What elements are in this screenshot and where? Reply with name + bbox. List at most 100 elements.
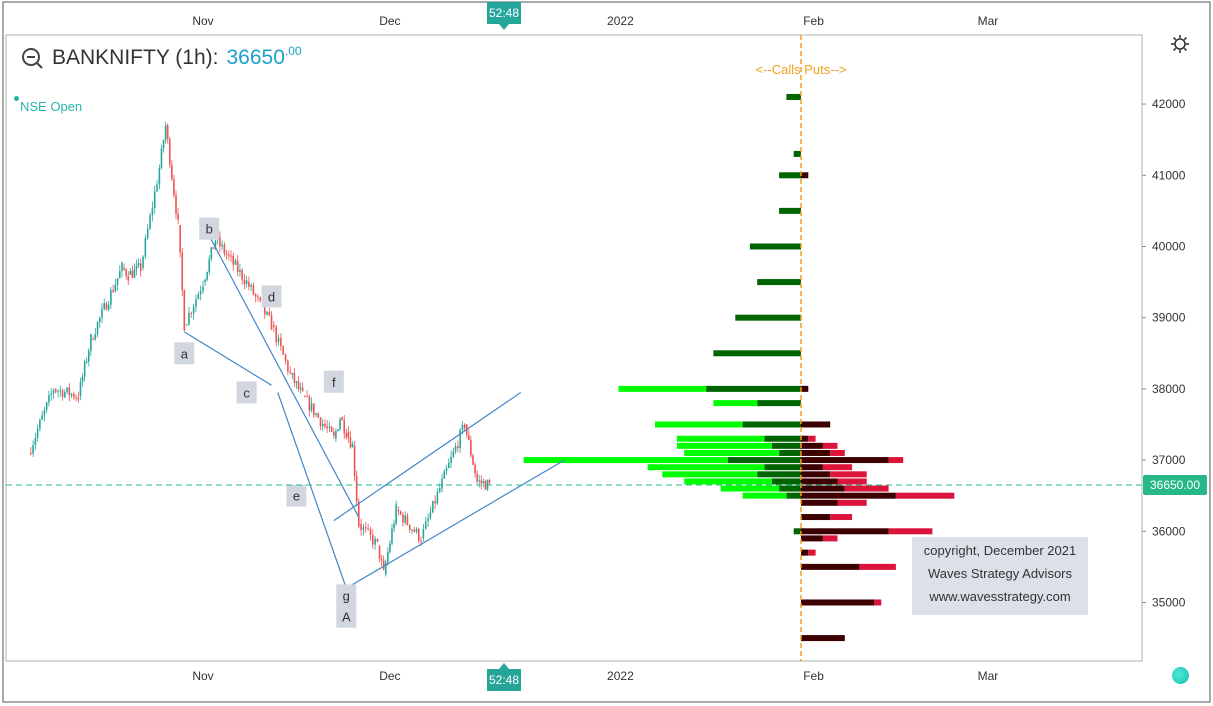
candle-body: [195, 299, 197, 307]
candle-body: [236, 260, 239, 272]
candle-body: [243, 279, 246, 285]
puts-bar-light: [808, 549, 816, 556]
x-tick-label-top: Dec: [379, 14, 400, 28]
candle-body: [362, 527, 365, 530]
candle-body: [360, 524, 362, 530]
wave-trendline: [183, 331, 272, 386]
puts-bar-dark: [801, 421, 831, 428]
candle-body: [326, 426, 328, 429]
x-tick-label-bottom: Nov: [192, 669, 213, 683]
candle-body: [448, 462, 450, 469]
puts-bar-light: [888, 457, 904, 464]
candle-body: [48, 395, 50, 403]
x-tick-label-bottom: Feb: [803, 669, 824, 683]
candle-body: [34, 437, 37, 446]
wave-label-box: [323, 370, 344, 393]
candle-body: [273, 324, 275, 328]
candle-body: [166, 125, 169, 139]
candle-body: [116, 278, 119, 285]
puts-bar-light: [859, 563, 896, 570]
y-tick-label: 41000: [1152, 168, 1186, 182]
search-icon[interactable]: [20, 46, 44, 70]
puts-bar-dark: [801, 449, 831, 456]
candle-body: [188, 312, 190, 325]
puts-bar-dark: [801, 464, 823, 471]
puts-bar-dark: [801, 471, 831, 478]
candle-body: [306, 396, 308, 398]
wave-label-text: c: [243, 385, 250, 400]
candle-body: [179, 225, 181, 253]
wave-label-text: b: [206, 222, 213, 237]
candle-body: [391, 528, 393, 544]
candle-body: [478, 480, 480, 482]
candle-body: [96, 322, 99, 335]
candle-body: [364, 527, 367, 529]
candle-body: [135, 265, 138, 269]
candle-body: [254, 294, 257, 297]
candle-body: [107, 304, 110, 310]
candle-body: [87, 350, 90, 362]
candle-body: [378, 545, 381, 559]
volume-profile: <--Calls Puts-->: [523, 35, 955, 661]
wave-label-box: [261, 285, 282, 308]
candle-body: [431, 500, 434, 513]
candle-body: [387, 552, 389, 563]
candle-body: [114, 284, 117, 292]
candle-body: [125, 269, 127, 277]
candle-body: [52, 390, 55, 394]
candle-body: [266, 311, 268, 315]
candle-body: [472, 455, 474, 465]
candle-body: [441, 478, 443, 489]
candle-body: [424, 521, 427, 529]
candle-body: [417, 528, 420, 541]
y-tick-label: 35000: [1152, 595, 1186, 609]
market-status-text: NSE Open: [20, 99, 83, 114]
candle-body: [461, 424, 464, 431]
candle-body: [380, 558, 383, 561]
candle-body: [450, 456, 452, 463]
candle-body: [61, 390, 64, 398]
copyright-line-3: www.wavesstrategy.com: [929, 589, 1071, 604]
status-indicator-dot[interactable]: [1172, 667, 1189, 684]
candle-body: [98, 317, 101, 323]
settings-icon[interactable]: [1170, 34, 1190, 54]
time-badge-bottom-text: 52:48: [489, 673, 519, 687]
candle-body: [45, 402, 48, 410]
candle-body: [158, 168, 161, 185]
candle-body: [282, 346, 285, 355]
candle-body: [422, 528, 425, 539]
candle-body: [103, 303, 106, 309]
candle-body: [349, 437, 352, 448]
candle-body: [374, 538, 376, 545]
candle-body: [335, 431, 337, 439]
candle-body: [36, 429, 39, 438]
candle-body: [133, 268, 136, 278]
candle-body: [371, 534, 374, 545]
candle-body: [270, 315, 273, 330]
calls-bar-dark: [764, 464, 801, 471]
candle-body: [185, 324, 188, 326]
puts-bar-dark: [801, 535, 823, 542]
candle-body: [234, 260, 237, 265]
x-tick-label-top: Mar: [978, 14, 999, 28]
candle-body: [308, 396, 311, 411]
candle-body: [351, 444, 354, 448]
calls-bar-dark: [728, 457, 801, 464]
candle-body: [310, 403, 313, 411]
chart-title: BANKNIFTY (1h): 36650.00: [20, 44, 302, 70]
candle-body: [110, 290, 112, 305]
time-badge-top: [487, 2, 521, 24]
y-tick-label: 38000: [1152, 382, 1186, 396]
candle-body: [395, 504, 397, 524]
calls-bar-dark: [757, 400, 801, 407]
candle-body: [482, 481, 485, 484]
y-tick-label: 36000: [1152, 524, 1186, 538]
candle-body: [81, 376, 84, 382]
candle-body: [239, 269, 241, 272]
calls-bar-light: [742, 492, 787, 499]
candle-body: [90, 334, 92, 351]
puts-bar-dark: [801, 385, 809, 392]
candle-body: [445, 468, 448, 472]
candle-body: [397, 509, 400, 512]
